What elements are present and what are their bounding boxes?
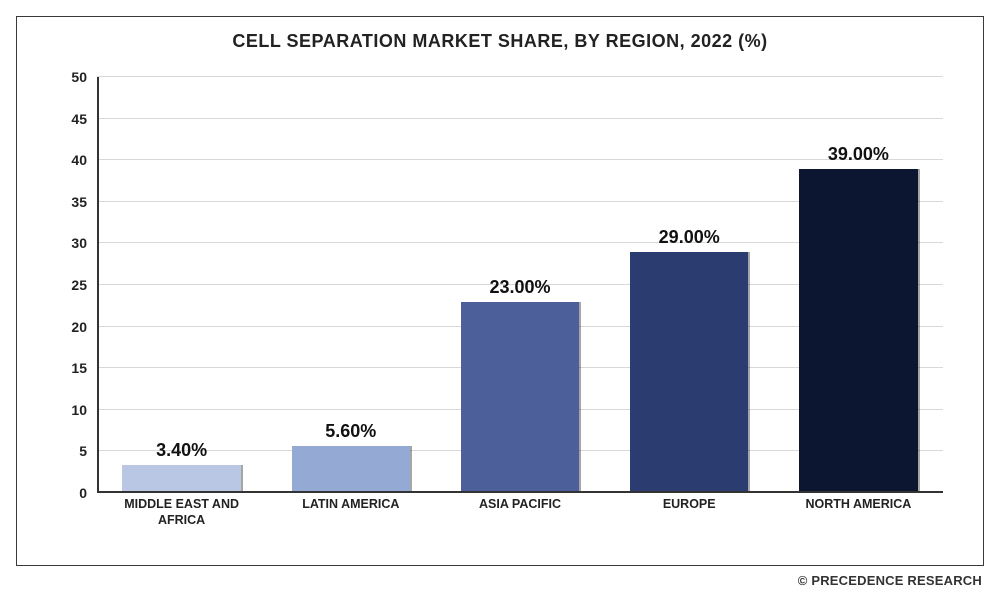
bar-north-america [799,169,917,493]
bar-value-label: 5.60% [325,421,376,446]
ytick-label: 20 [71,319,97,335]
ytick-label: 10 [71,402,97,418]
x-axis-line [97,491,943,493]
ytick-label: 50 [71,69,97,85]
bar-slot: 23.00% [435,77,604,493]
bar-slot: 5.60% [266,77,435,493]
ytick-label: 30 [71,235,97,251]
y-axis-line [97,77,99,493]
plot-area: 0 5 10 15 20 25 30 35 40 45 50 3.40% 5.6… [97,77,943,493]
ytick-label: 5 [79,443,97,459]
x-category-label: NORTH AMERICA [774,497,943,547]
bar-value-label: 39.00% [828,144,889,169]
ytick-label: 0 [79,485,97,501]
x-category-labels: MIDDLE EAST AND AFRICA LATIN AMERICA ASI… [97,497,943,547]
bar-slot: 39.00% [774,77,943,493]
bar-europe [630,252,748,493]
bar-asia-pacific [461,302,579,493]
ytick-label: 45 [71,111,97,127]
bar-slot: 29.00% [605,77,774,493]
ytick-label: 40 [71,152,97,168]
x-category-label: LATIN AMERICA [266,497,435,547]
bar-middle-east-africa [122,465,240,493]
bar-value-label: 23.00% [489,277,550,302]
x-category-label: ASIA PACIFIC [435,497,604,547]
bar-latin-america [292,446,410,493]
ytick-label: 35 [71,194,97,210]
ytick-label: 25 [71,277,97,293]
chart-frame: CELL SEPARATION MARKET SHARE, BY REGION,… [16,16,984,566]
bar-slot: 3.40% [97,77,266,493]
bar-value-label: 3.40% [156,440,207,465]
ytick-label: 15 [71,360,97,376]
x-category-label: EUROPE [605,497,774,547]
bar-value-label: 29.00% [659,227,720,252]
x-category-label: MIDDLE EAST AND AFRICA [97,497,266,547]
chart-title: CELL SEPARATION MARKET SHARE, BY REGION,… [17,17,983,58]
bars-container: 3.40% 5.60% 23.00% 29.00% 39.00% [97,77,943,493]
copyright-text: © PRECEDENCE RESEARCH [798,573,982,588]
